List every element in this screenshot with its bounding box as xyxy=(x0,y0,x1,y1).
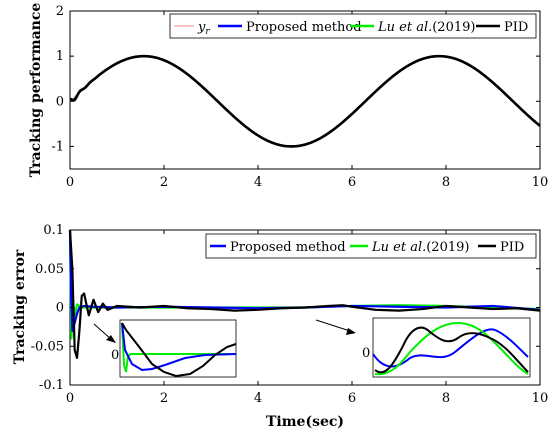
bottom-x-axis-label: Time(sec) xyxy=(266,414,344,430)
top-xtick-label: 6 xyxy=(348,175,356,190)
zoom-arrow-left xyxy=(93,323,116,343)
bottom-ytick-label: -0.1 xyxy=(39,378,64,393)
bottom-panel: 0 2 4 6 8 10 -0.1 -0.05 0 0.05 0.1 Tracking error… xyxy=(12,223,548,430)
legend-label-yr: yr xyxy=(197,20,210,37)
bottom-xtick-label: 2 xyxy=(160,391,168,406)
inset-initial-transient: 0 xyxy=(111,319,237,378)
inset-midrange: 0 xyxy=(362,317,531,378)
bottom-xtick-label: 10 xyxy=(532,391,549,406)
bottom-legend: Proposed method Lu et al.(2019) PID xyxy=(205,233,537,259)
inset2-pid-line xyxy=(374,326,529,374)
top-ytick-label: 1 xyxy=(56,49,64,64)
bottom-xtick-label: 0 xyxy=(66,391,74,406)
bottom-ytick-label: -0.05 xyxy=(31,339,64,354)
top-ytick-label: 2 xyxy=(56,4,64,19)
bottom-xtick-label: 4 xyxy=(254,391,262,406)
inset1-proposed-line xyxy=(121,322,237,372)
bottom-ytick-label: 0.1 xyxy=(43,223,64,238)
top-xtick-label: 2 xyxy=(160,175,168,190)
bottom-ytick-label: 0.05 xyxy=(35,262,64,277)
inset1-zero-tick: 0 xyxy=(111,348,119,363)
legend2-label-pid: PID xyxy=(500,240,524,255)
bottom-xtick-label: 6 xyxy=(348,391,356,406)
top-xtick-label: 0 xyxy=(66,175,74,190)
legend-label-lu: Lu et al.(2019) xyxy=(377,20,475,35)
top-series-pid xyxy=(69,54,541,148)
bottom-ytick-label: 0 xyxy=(56,301,64,316)
bottom-series-pid xyxy=(68,229,541,359)
legend2-label-proposed: Proposed method xyxy=(230,240,346,255)
legend-label-pid: PID xyxy=(504,20,528,35)
top-ytick-label: -1 xyxy=(51,139,64,154)
inset1-pid-line xyxy=(121,322,237,378)
zoom-arrow-right xyxy=(315,319,356,335)
top-ytick-label: 0 xyxy=(56,94,64,109)
top-panel: 0 2 4 6 8 10 -1 0 1 2 Tracking performance yr Pr… xyxy=(28,3,548,190)
top-xtick-label: 10 xyxy=(532,175,549,190)
inset2-lu-line xyxy=(374,321,529,376)
bottom-xtick-label: 8 xyxy=(442,391,450,406)
inset1-lu-line xyxy=(121,322,236,373)
top-xtick-label: 8 xyxy=(442,175,450,190)
legend2-label-lu: Lu et al.(2019) xyxy=(371,240,469,255)
top-legend: yr Proposed method Lu et al.(2019) PID xyxy=(169,13,537,39)
top-xtick-label: 4 xyxy=(254,175,262,190)
top-y-axis-label: Tracking performance xyxy=(28,3,44,178)
inset2-zero-tick: 0 xyxy=(362,346,370,361)
legend-label-proposed: Proposed method xyxy=(246,20,362,35)
bottom-y-axis-label: Tracking error xyxy=(12,249,28,364)
